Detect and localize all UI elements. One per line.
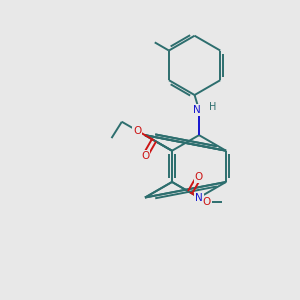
Text: O: O: [195, 172, 203, 182]
Text: O: O: [141, 151, 149, 161]
Text: H: H: [209, 103, 216, 112]
Text: O: O: [133, 126, 141, 136]
Text: O: O: [202, 197, 211, 207]
Text: N: N: [195, 193, 203, 202]
Text: N: N: [193, 105, 200, 115]
